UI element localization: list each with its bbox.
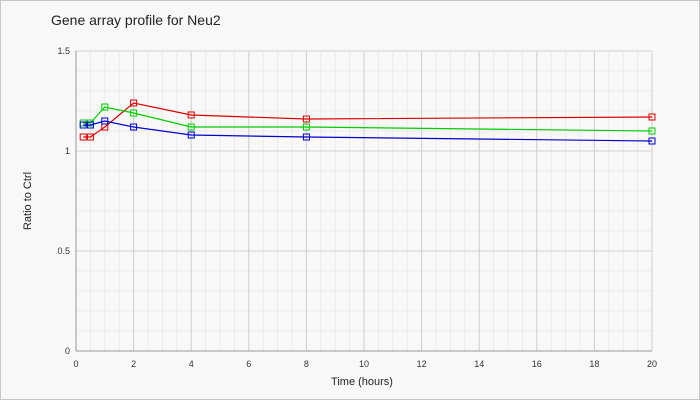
data-point-marker [130, 109, 138, 117]
data-point-marker [302, 123, 310, 131]
series-layer [79, 99, 656, 145]
y-axis-label: Ratio to Ctrl [22, 172, 34, 230]
data-point-marker [187, 131, 195, 139]
y-tick-label: 0.5 [57, 246, 70, 256]
x-tick-label: 12 [417, 359, 427, 369]
tick-labels: 0 2 4 6 8 10 12 14 16 18 20 0 0.5 1 1.5 [57, 46, 657, 369]
x-tick-label: 16 [532, 359, 542, 369]
axes [75, 51, 652, 352]
data-point-marker [101, 117, 109, 125]
x-tick-label: 20 [647, 359, 657, 369]
y-tick-label: 0 [65, 346, 70, 356]
data-point-marker [302, 115, 310, 123]
series [79, 117, 656, 145]
x-tick-label: 4 [189, 359, 194, 369]
x-tick-label: 0 [73, 359, 78, 369]
y-tick-label: 1.5 [57, 46, 70, 56]
data-point-marker [302, 133, 310, 141]
x-tick-label: 10 [359, 359, 369, 369]
chart-title: Gene array profile for Neu2 [51, 12, 221, 28]
x-tick-label: 6 [246, 359, 251, 369]
data-point-marker [86, 133, 94, 141]
x-tick-label: 18 [589, 359, 599, 369]
x-tick-label: 2 [131, 359, 136, 369]
data-point-marker [648, 127, 656, 135]
series-line [83, 102, 653, 138]
data-point-marker [648, 113, 656, 121]
series-line [83, 106, 653, 132]
data-point-marker [130, 123, 138, 131]
y-tick-label: 1 [65, 146, 70, 156]
data-point-marker [101, 103, 109, 111]
data-point-marker [187, 111, 195, 119]
data-point-marker [79, 121, 87, 129]
x-axis-label: Time (hours) [331, 376, 393, 388]
data-point-marker [648, 137, 656, 145]
data-point-marker [130, 99, 138, 107]
series-line [83, 120, 653, 142]
x-tick-label: 8 [304, 359, 309, 369]
data-point-marker [79, 133, 87, 141]
data-point-marker [86, 121, 94, 129]
data-point-marker [187, 123, 195, 131]
x-tick-label: 14 [474, 359, 484, 369]
